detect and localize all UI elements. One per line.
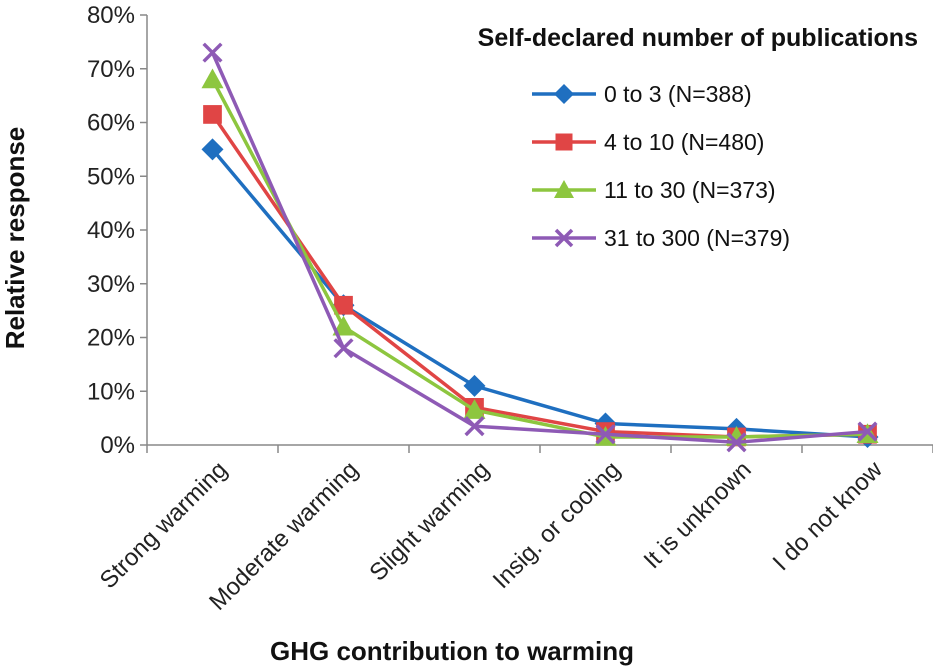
- x-tick-label: Slight warming: [364, 456, 494, 586]
- legend: Self-declared number of publications 0 t…: [478, 24, 918, 251]
- y-tick-label: 70%: [87, 56, 135, 83]
- legend-label: 0 to 3 (N=388): [604, 81, 752, 107]
- y-tick-label: 0%: [100, 432, 135, 459]
- legend-swatch-marker: [554, 228, 574, 248]
- series-2: [203, 105, 877, 447]
- data-point: [332, 315, 355, 336]
- legend-label: 11 to 30 (N=373): [604, 177, 776, 203]
- data-point: [334, 295, 353, 315]
- data-point-stroke: [464, 416, 485, 437]
- x-tick-label: Moderate warming: [204, 456, 364, 616]
- y-tick-label: 40%: [87, 217, 135, 244]
- legend-label: 31 to 300 (N=379): [604, 225, 790, 251]
- data-point: [595, 424, 616, 445]
- x-axis-title: GHG contribution to warming: [270, 636, 634, 666]
- x-tick-label: It is unknown: [639, 456, 757, 574]
- series-1: [201, 138, 879, 448]
- data-point: [201, 68, 224, 89]
- series-line: [210, 51, 868, 445]
- legend-swatch-marker-stroke: [554, 228, 574, 248]
- y-tick-label: 10%: [87, 378, 135, 405]
- data-point: [463, 399, 486, 419]
- data-point-stroke: [202, 42, 223, 63]
- data-point: [463, 374, 486, 397]
- y-axis-title: Relative response: [0, 127, 30, 350]
- x-tick-label: Strong warming: [95, 456, 233, 594]
- series-4: [202, 42, 878, 453]
- data-point: [464, 416, 485, 437]
- data-point: [202, 42, 223, 63]
- legend-label: 4 to 10 (N=480): [604, 129, 764, 155]
- data-point-stroke: [857, 421, 878, 442]
- y-tick-label: 80%: [87, 2, 135, 29]
- legend-swatch-marker: [555, 133, 573, 151]
- data-point: [203, 105, 222, 124]
- legend-swatch-marker: [554, 180, 574, 198]
- data-point-stroke: [595, 424, 616, 445]
- series-line: [210, 78, 868, 439]
- data-point: [201, 138, 224, 161]
- y-axis: 0% 10% 20% 30% 40% 50% 60% 70% 80%: [87, 2, 148, 459]
- x-tick-label: Insig. or cooling: [488, 456, 626, 594]
- y-tick-label: 30%: [87, 271, 135, 298]
- series-layer: [201, 42, 879, 453]
- data-point-stroke: [726, 432, 747, 453]
- series-line: [211, 148, 868, 439]
- x-tick-label: I do not know: [768, 456, 889, 577]
- data-point: [726, 432, 747, 453]
- y-tick-label: 60%: [87, 110, 135, 137]
- legend-title: Self-declared number of publications: [478, 24, 918, 52]
- y-tick-label: 20%: [87, 325, 135, 352]
- y-tick-label: 50%: [87, 163, 135, 190]
- data-point: [857, 421, 878, 442]
- data-point: [333, 338, 354, 359]
- data-point-stroke: [333, 338, 354, 359]
- legend-swatch-marker: [554, 84, 574, 104]
